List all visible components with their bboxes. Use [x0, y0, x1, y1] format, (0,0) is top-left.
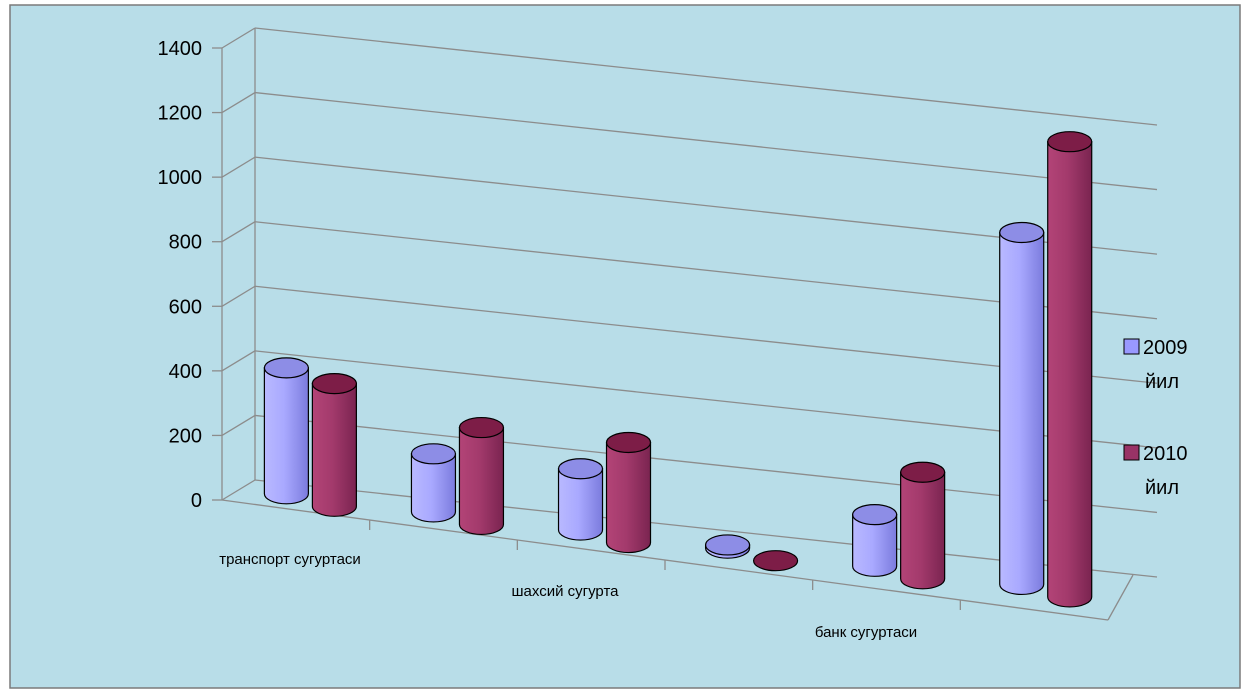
side-gridline	[221, 92, 256, 114]
bars-layer	[263, 131, 1093, 608]
side-gridline	[221, 414, 256, 436]
legend-label-unit: йил	[1145, 371, 1179, 393]
y-tick-label: 1000	[158, 167, 203, 189]
bar-2009	[263, 357, 309, 505]
y-tick-label: 400	[169, 361, 202, 383]
legend-label-year: 2009	[1143, 337, 1188, 359]
bar-2010	[752, 550, 799, 572]
legend-label-year: 2010	[1143, 443, 1188, 465]
bar-2010	[458, 416, 505, 536]
gridline	[254, 27, 1158, 126]
y-tick-label: 600	[169, 296, 202, 318]
legend-label-unit: йил	[1145, 477, 1179, 499]
y-tick-label: 800	[169, 232, 202, 254]
x-tick-label: транспорт сугуртаси	[219, 551, 361, 568]
y-tick-label: 1400	[158, 38, 203, 60]
legend-item-2: 2010 йил	[1123, 443, 1188, 499]
bar-2009	[704, 534, 751, 559]
y-axis: 0 200 400 600 800 1000 1200 1400	[158, 38, 223, 512]
y-tick-label: 0	[191, 490, 202, 512]
side-gridline	[221, 479, 256, 501]
gridline	[254, 91, 1158, 191]
floor-right-edge	[1107, 574, 1134, 621]
legend-swatch	[1123, 338, 1140, 355]
x-tick-label: шахсий сугурта	[512, 583, 620, 600]
side-gridline	[221, 350, 256, 372]
side-gridline	[221, 27, 256, 49]
bar-2009	[410, 443, 457, 523]
legend: 2009 йил 2010 йил	[1123, 337, 1188, 499]
bar-2009	[557, 458, 604, 541]
bar-2010	[1047, 131, 1093, 608]
side-gridline	[221, 285, 256, 307]
x-tick-label: банк сугуртаси	[815, 624, 917, 641]
legend-swatch	[1123, 444, 1140, 461]
x-axis: транспорт сугуртаси шахсий сугурта банк су…	[219, 499, 1134, 641]
bar-2010	[900, 461, 946, 590]
legend-item-1: 2009 йил	[1123, 337, 1188, 393]
bar-2010	[311, 373, 357, 517]
side-gridline	[221, 221, 256, 243]
bar-2009	[999, 221, 1045, 596]
side-gridline	[221, 156, 256, 178]
y-tick-label: 1200	[158, 103, 203, 125]
bar-2009	[852, 504, 898, 577]
bar-2010	[605, 431, 652, 554]
y-tick-label: 200	[169, 425, 202, 447]
